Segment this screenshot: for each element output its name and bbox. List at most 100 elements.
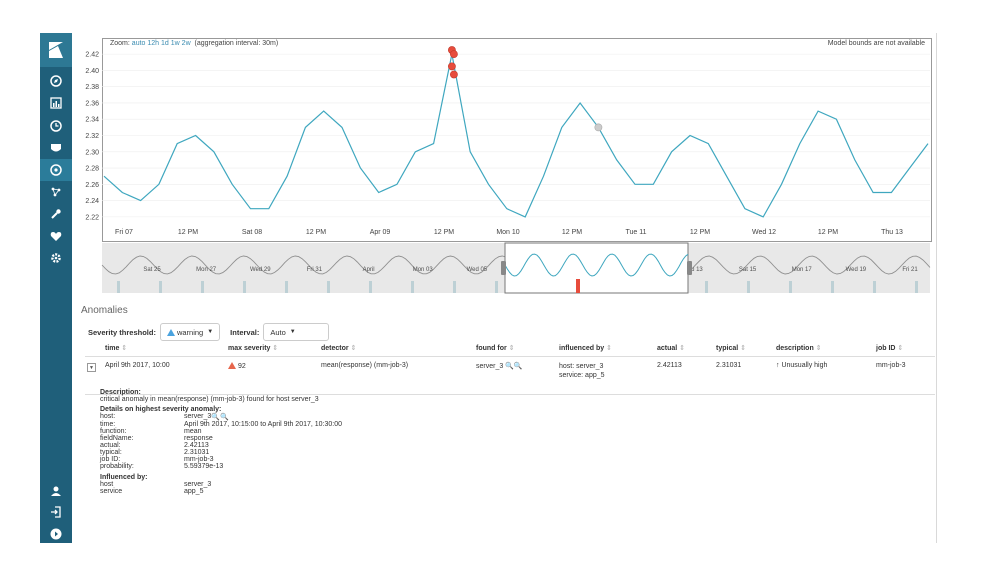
- right-edge-line: [936, 33, 937, 543]
- kibana-logo-icon[interactable]: [40, 33, 72, 67]
- y-tick-label: 2.38: [85, 84, 99, 91]
- y-tick-label: 2.24: [85, 198, 99, 205]
- logout-icon[interactable]: [40, 501, 72, 523]
- interval-select[interactable]: Auto ▼: [263, 323, 330, 341]
- zoom-controls: Zoom: auto 12h 1d 1w 2w (aggregation int…: [110, 40, 278, 47]
- description-text: critical anomaly in mean(response) (mm-j…: [100, 396, 319, 403]
- cell-max-severity: 92: [228, 362, 246, 370]
- wrench-icon[interactable]: [40, 203, 72, 225]
- y-tick-label: 2.34: [85, 117, 99, 124]
- expand-row-icon[interactable]: ▼: [87, 363, 96, 372]
- context-tick-label: Sat 25: [143, 267, 161, 273]
- interval-value: Auto: [270, 327, 286, 337]
- column-header-job-id[interactable]: job ID ⇕: [876, 345, 904, 352]
- context-mask-right: [688, 243, 930, 293]
- context-bar: [201, 281, 204, 293]
- anomaly-marker: [594, 123, 603, 132]
- row-divider: [85, 394, 935, 395]
- x-tick-label: Apr 09: [370, 229, 391, 236]
- zoom-label: Zoom:: [110, 40, 130, 47]
- filter-in-icon[interactable]: 🔍: [505, 363, 514, 370]
- context-tick-label: Mon 17: [792, 267, 813, 273]
- column-header-actual[interactable]: actual ⇕: [657, 345, 686, 352]
- ml-icon[interactable]: [40, 159, 72, 181]
- x-tick-label: Sat 08: [242, 229, 262, 236]
- x-tick-label: 12 PM: [178, 229, 198, 236]
- anomaly-marker: [450, 70, 458, 79]
- y-tick-label: 2.28: [85, 166, 99, 173]
- series-line: [103, 53, 929, 218]
- chart-svg: 2.42 2.40 2.38 2.36 2.34 2.32 2.30 2.28 2.26 2.24…: [85, 46, 931, 294]
- y-tick-label: 2.30: [85, 149, 99, 156]
- cell-description: ↑ Unusually high: [776, 362, 828, 369]
- clock-icon[interactable]: [40, 115, 72, 137]
- x-tick-label: 12 PM: [434, 229, 454, 236]
- shield-icon[interactable]: [40, 137, 72, 159]
- heart-icon[interactable]: [40, 225, 72, 247]
- column-header-typical[interactable]: typical ⇕: [716, 345, 747, 352]
- context-bar: [789, 281, 792, 293]
- cell-detector: mean(response) (mm-job-3): [321, 362, 409, 369]
- compass-icon[interactable]: [40, 70, 72, 92]
- influencer-value: server_3: [184, 481, 212, 488]
- context-anomaly-marker: [576, 279, 580, 293]
- cell-actual: 2.42113: [657, 362, 682, 369]
- severity-threshold-select[interactable]: warning ▼: [159, 323, 221, 341]
- context-tick-label: April: [363, 267, 375, 273]
- context-tick-label: Wed 29: [250, 267, 271, 273]
- zoom-option-auto[interactable]: auto: [131, 40, 146, 47]
- single-metric-chart[interactable]: [102, 38, 932, 242]
- filter-icons[interactable]: 🔍🔍: [211, 414, 229, 421]
- severity-threshold-value: warning: [176, 327, 204, 337]
- influencer-field: service app_5: [100, 488, 342, 495]
- detail-value: mm-job-3: [184, 456, 214, 463]
- anomaly-marker: [450, 50, 458, 59]
- filter-out-icon[interactable]: 🔍: [513, 363, 523, 370]
- zoom-option-1w[interactable]: 1w: [170, 40, 180, 47]
- x-tick-label: 12 PM: [306, 229, 326, 236]
- zoom-option-1d[interactable]: 1d: [161, 40, 169, 47]
- detail-value: 2.42113: [184, 442, 209, 449]
- detail-key: job ID:: [100, 456, 121, 463]
- column-header-max-severity[interactable]: max severity ⇕: [228, 345, 279, 352]
- detail-value: mean: [184, 428, 202, 435]
- context-tick-label: Fri 31: [307, 267, 323, 273]
- context-bar: [327, 281, 330, 293]
- y-tick-label: 2.42: [85, 52, 99, 59]
- context-bar: [705, 281, 708, 293]
- column-header-time[interactable]: time ⇕: [105, 345, 128, 352]
- column-header-description[interactable]: description ⇕: [776, 345, 822, 352]
- context-tick-label: Fri 21: [902, 267, 918, 273]
- column-header-influenced-by[interactable]: influenced by ⇕: [559, 345, 612, 352]
- aggregation-interval: (aggregation interval: 30m): [194, 40, 279, 47]
- user-icon[interactable]: [40, 480, 72, 502]
- severity-threshold-label: Severity threshold:: [88, 327, 156, 337]
- context-brush: [504, 242, 689, 294]
- caret-down-icon: ▼: [207, 329, 214, 335]
- context-bar: [243, 281, 246, 293]
- influencer-key: service: [100, 488, 123, 495]
- detail-field: probability: 5.59379e-13: [100, 463, 342, 470]
- graph-icon[interactable]: [40, 181, 72, 203]
- context-bar: [411, 281, 414, 293]
- column-header-found-for[interactable]: found for ⇕: [476, 345, 515, 352]
- table-row[interactable]: ▼ April 9th 2017, 10:00 92 mean(response…: [85, 360, 935, 395]
- cell-time: April 9th 2017, 10:00: [105, 362, 170, 369]
- detail-field: job ID: mm-job-3: [100, 456, 342, 463]
- zoom-option-12h[interactable]: 12h: [147, 40, 160, 47]
- critical-warning-icon: [228, 362, 236, 369]
- collapse-icon[interactable]: [40, 523, 72, 543]
- context-bar: [915, 281, 918, 293]
- zoom-option-2w[interactable]: 2w: [181, 40, 191, 47]
- context-tick-label: Mon 03: [413, 267, 434, 273]
- column-header-detector[interactable]: detector ⇕: [321, 345, 357, 352]
- interval-label: Interval:: [230, 327, 260, 337]
- gear-icon[interactable]: [40, 247, 72, 269]
- cell-job-id: mm-job-3: [876, 362, 906, 369]
- detail-field: host: server_3 🔍🔍: [100, 413, 342, 421]
- context-tick-label: Wed 19: [846, 267, 867, 273]
- bar-chart-icon[interactable]: [40, 92, 72, 114]
- y-tick-label: 2.22: [85, 214, 99, 221]
- y-tick-label: 2.36: [85, 100, 99, 107]
- x-tick-label: Mon 10: [496, 229, 519, 236]
